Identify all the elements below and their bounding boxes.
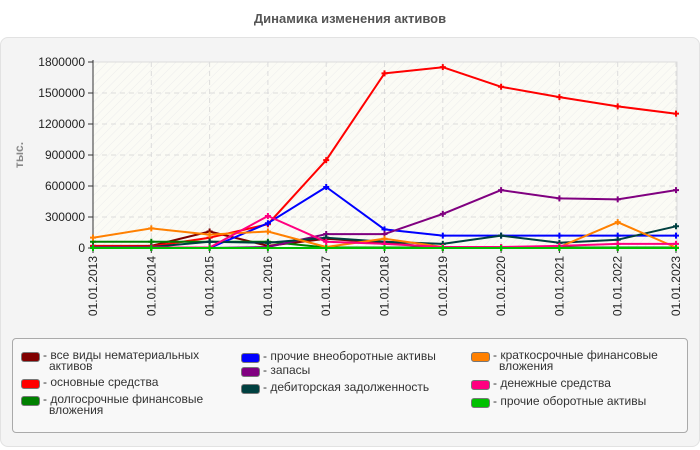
data-point-marker xyxy=(556,245,563,251)
y-tick-label: 300000 xyxy=(45,210,85,224)
data-point-marker xyxy=(439,232,446,239)
legend-swatch xyxy=(21,352,40,362)
data-point-marker xyxy=(148,245,155,251)
legend-item-other-noncurrent: - прочие внеоборотные активы xyxy=(241,350,436,363)
data-point-marker xyxy=(673,245,679,251)
data-point-marker xyxy=(264,212,271,219)
x-tick-label: 01.01.2015 xyxy=(203,256,217,316)
legend-swatch xyxy=(21,396,40,406)
x-tick-label: 01.01.2019 xyxy=(436,256,450,316)
data-point-marker xyxy=(673,223,679,230)
data-point-marker xyxy=(323,184,330,191)
legend-swatch xyxy=(471,380,490,390)
series-line xyxy=(90,245,679,251)
data-point-marker xyxy=(90,234,96,241)
data-point-marker xyxy=(498,232,505,239)
data-point-marker xyxy=(381,70,388,77)
legend-swatch xyxy=(471,398,490,408)
data-point-marker xyxy=(90,245,96,251)
legend-item-cash: - денежные средства xyxy=(471,377,611,390)
gridlines xyxy=(93,61,677,248)
legend-item-fixed-assets: - основные средства xyxy=(21,376,158,389)
data-point-marker xyxy=(323,238,330,245)
data-point-marker xyxy=(673,232,679,239)
data-point-marker xyxy=(614,196,621,203)
y-axis-label: тыс. xyxy=(12,142,26,168)
data-point-marker xyxy=(614,245,621,251)
data-point-marker xyxy=(381,235,388,242)
data-point-marker xyxy=(614,103,621,110)
data-point-marker xyxy=(264,220,271,227)
legend-item-other-current: - прочие оборотные активы xyxy=(471,395,646,408)
y-tick-label: 900000 xyxy=(45,148,85,162)
data-point-marker xyxy=(264,245,271,251)
data-point-marker xyxy=(439,64,446,71)
legend-item-intangible: - все виды нематериальных активов xyxy=(21,349,199,372)
data-point-marker xyxy=(206,245,213,251)
x-tick-label: 01.01.2021 xyxy=(552,256,566,316)
data-point-marker xyxy=(498,83,505,90)
legend-item-long-term-investments: - долгосрочные финансовые вложения xyxy=(21,393,203,416)
x-tick-label: 01.01.2018 xyxy=(378,256,392,316)
legend: - все виды нематериальных активов - основ… xyxy=(12,338,688,433)
data-point-marker xyxy=(614,219,621,226)
data-point-marker xyxy=(439,245,446,251)
y-tick-label: 600000 xyxy=(45,179,85,193)
data-point-marker xyxy=(148,225,155,232)
data-point-marker xyxy=(206,238,213,245)
data-point-marker xyxy=(673,187,679,194)
x-tick-label: 01.01.2016 xyxy=(261,256,275,316)
legend-swatch xyxy=(21,379,40,389)
x-tick-label: 01.01.2020 xyxy=(494,256,508,316)
data-point-marker xyxy=(264,239,271,246)
data-point-marker xyxy=(323,245,330,251)
x-tick-label: 01.01.2022 xyxy=(611,256,625,316)
y-tick-label: 0 xyxy=(78,241,85,255)
legend-swatch xyxy=(471,352,490,362)
legend-swatch xyxy=(241,367,260,377)
chart-title: Динамика изменения активов xyxy=(253,11,447,26)
series-lines xyxy=(90,64,679,251)
data-point-marker xyxy=(206,231,213,238)
x-tick-label: 01.01.2017 xyxy=(319,256,333,316)
x-tick-label: 01.01.2014 xyxy=(144,256,158,316)
data-point-marker xyxy=(498,187,505,194)
data-point-marker xyxy=(381,245,388,251)
data-point-marker xyxy=(673,110,679,117)
data-point-marker xyxy=(556,195,563,202)
data-point-marker xyxy=(264,228,271,235)
x-tick-label: 01.01.2023 xyxy=(669,256,683,316)
line-chart: 0 300000 600000 900000 1200000 1500000 1800000… xyxy=(12,55,683,316)
legend-item-receivables: - дебиторская задолженность xyxy=(241,381,429,394)
data-point-marker xyxy=(323,157,330,164)
y-tick-label: 1800000 xyxy=(38,55,85,69)
legend-swatch xyxy=(241,384,260,394)
legend-item-inventory: - запасы xyxy=(241,364,310,377)
data-point-marker xyxy=(556,232,563,239)
x-tick-label: 01.01.2013 xyxy=(86,256,100,316)
data-point-marker xyxy=(148,238,155,245)
y-tick-label: 1500000 xyxy=(38,86,85,100)
y-tick-label: 1200000 xyxy=(38,117,85,131)
legend-swatch xyxy=(241,353,260,363)
data-point-marker xyxy=(556,94,563,101)
legend-item-short-term-investments: - краткосрочные финансовые вложения xyxy=(471,349,658,372)
data-point-marker xyxy=(498,245,505,251)
data-point-marker xyxy=(439,210,446,217)
